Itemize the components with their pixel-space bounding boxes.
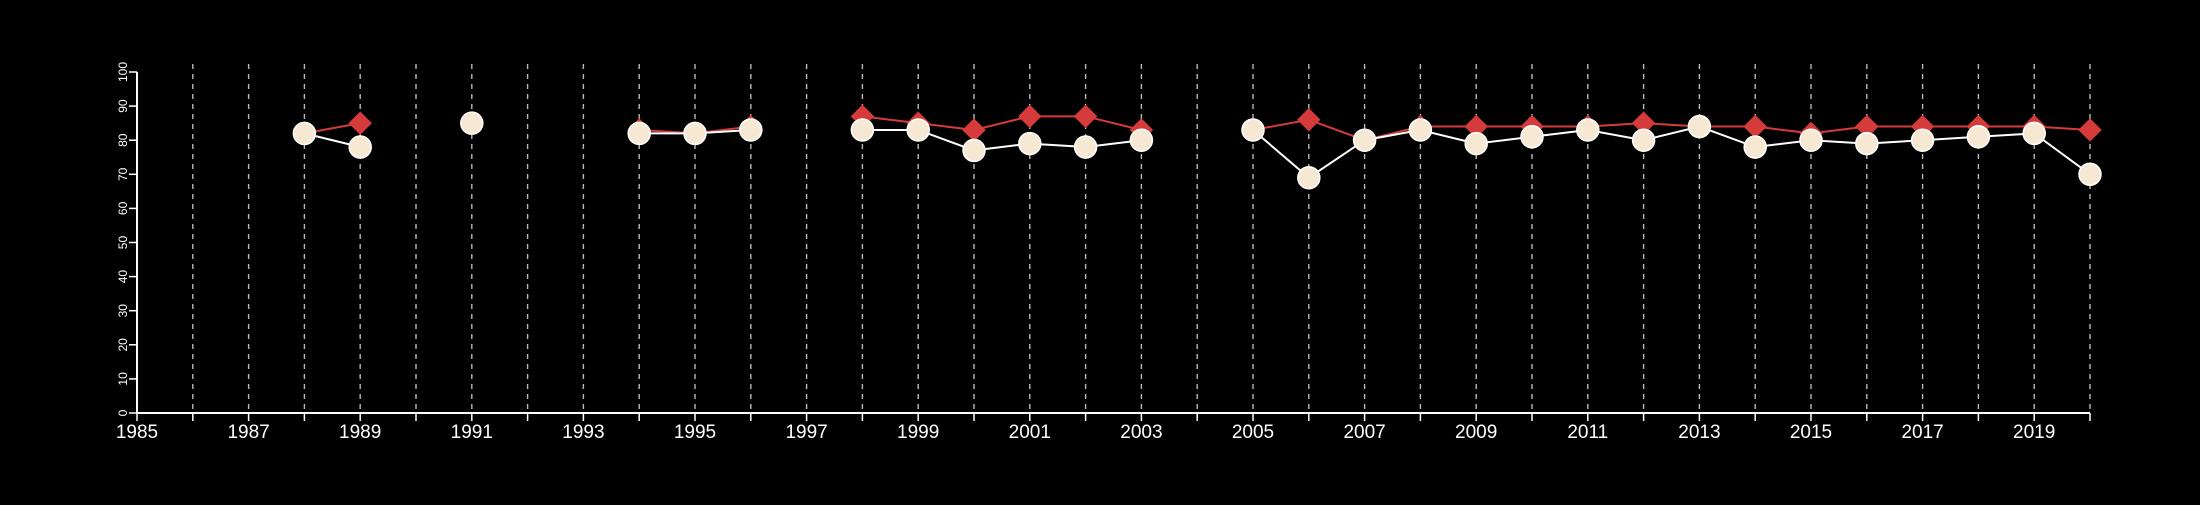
data-point-circle [850,118,875,142]
x-tick-label: 1995 [674,422,716,443]
data-point-circle [1743,135,1767,159]
x-tick-label: 2013 [1678,422,1720,443]
data-point-circle [1855,131,1879,156]
data-point-circle [683,121,707,146]
data-point-circle [1408,118,1433,142]
x-tick-label: 2015 [1790,422,1832,443]
data-point-diamond [1018,104,1042,129]
data-point-diamond [2078,118,2102,142]
x-tick-label: 2019 [2013,422,2055,443]
series-line [862,115,1142,131]
data-point-circle [1631,128,1656,152]
grid [192,64,2091,413]
y-tick-label: 0 [116,409,130,416]
x-tick-label: 1991 [451,422,493,443]
data-point-circle [1966,125,1991,149]
x-tick-label: 2017 [1901,422,1943,443]
data-point-circle [2022,121,2046,146]
series-line [1252,125,2091,179]
data-point-circle [1352,128,1377,152]
data-point-circle [2078,162,2102,187]
data-point-diamond [348,111,372,135]
series-line [1252,118,2091,142]
data-point-circle [1687,114,1712,139]
data-point-circle [739,118,763,142]
y-tick-label: 10 [116,372,130,386]
data-point-diamond [1297,108,1321,132]
data-point-circle [1018,131,1042,156]
data-point-circle [460,111,484,135]
y-tick-label: 100 [116,62,130,82]
x-tick-label: 2001 [1009,422,1051,443]
x-tick-label: 1987 [227,422,269,443]
x-tick-label: 1985 [116,422,158,443]
x-tick-label: 2009 [1455,422,1497,443]
y-tick-label: 30 [116,304,130,318]
series-2-circle [292,111,2102,190]
data-point-circle [906,118,930,142]
data-point-circle [1297,165,1321,190]
data-point-circle [292,121,317,146]
data-point-circle [348,135,372,159]
data-point-circle [1910,128,1935,152]
x-tick-label: 2005 [1232,422,1274,443]
data-point-circle [627,121,651,146]
y-tick-label: 90 [116,99,130,113]
data-point-circle [1520,125,1544,149]
data-point-circle [1241,118,1265,142]
series-group [292,104,2102,190]
x-tick-label: 1989 [339,422,381,443]
data-point-circle [962,138,986,163]
x-tick-label: 2003 [1120,422,1162,443]
x-tick-label: 1993 [562,422,604,443]
y-tick-label: 40 [116,270,130,284]
x-tick-label: 2007 [1343,422,1385,443]
data-point-circle [1799,128,1823,152]
y-tick-label: 50 [116,236,130,250]
x-tick-label: 1997 [785,422,827,443]
y-tick-label: 70 [116,167,130,181]
axes: 0 10 20 30 40 50 60 70 80 90 100 1985 1987 1989 1991 19… [116,62,2091,443]
data-point-diamond [962,118,986,142]
y-tick-label: 60 [116,201,130,215]
y-tick-label: 80 [116,133,130,147]
x-tick-label: 1999 [897,422,939,443]
data-point-circle [1073,135,1098,159]
data-point-diamond [1073,104,1098,129]
x-tick-label: 2011 [1567,422,1608,443]
y-tick-label: 20 [116,338,130,352]
data-point-circle [1129,128,1154,152]
data-point-circle [1464,131,1488,156]
data-point-circle [1576,118,1600,142]
data-point-diamond [1743,114,1767,139]
series-line [862,128,1142,152]
